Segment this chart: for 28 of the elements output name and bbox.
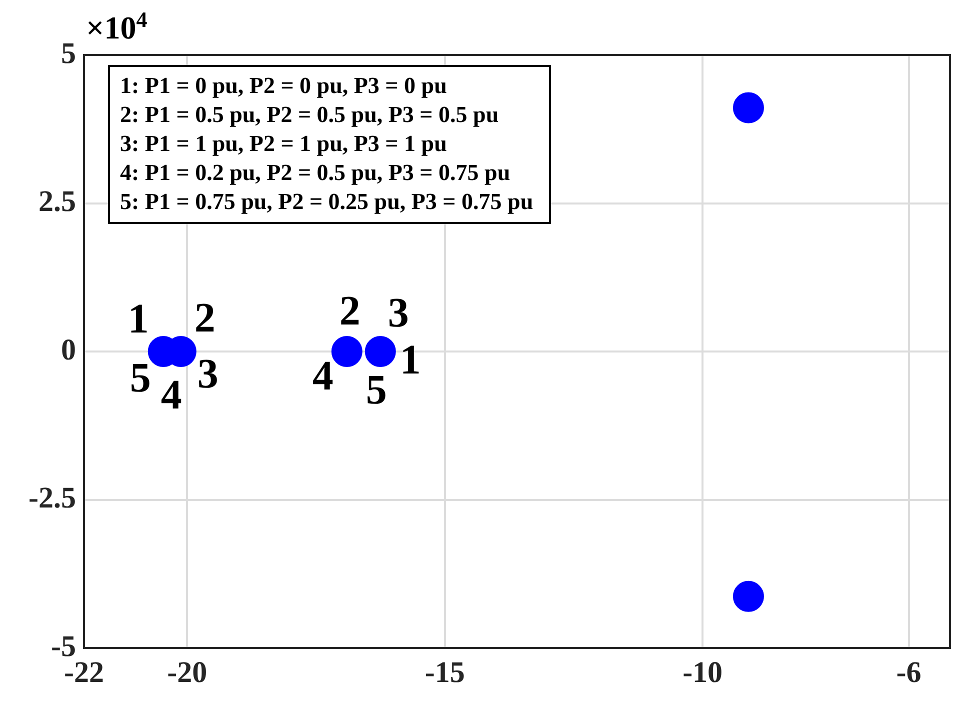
annotation: 2: P1 = 0.5 pu, P2 = 0.5 pu, P3 = 0.5 pu (120, 101, 500, 129)
annotation: 4 (312, 353, 334, 400)
point (331, 336, 362, 367)
y-axis-title: ×10$^{4}$ (86, 6, 148, 48)
annotation: 5 (130, 355, 151, 402)
y-tick-label: -2.5 (28, 482, 76, 514)
annotation: 1 (128, 296, 149, 342)
annotation: 5: P1 = 0.75 pu, P2 = 0.25 pu, P3 = 0.75 pu (120, 188, 534, 216)
annotation: 3 (388, 290, 409, 336)
x-tick-label: -6 (896, 656, 922, 689)
annotation: 2 (339, 288, 360, 334)
y-tick-label: 2.5 (38, 185, 76, 218)
annotation: 3 (197, 351, 218, 398)
annotation: 4: P1 = 0.2 pu, P2 = 0.5 pu, P3 = 0.75 pu (120, 159, 512, 187)
annotation: 1 (400, 337, 421, 384)
annotation: 5 (366, 367, 387, 414)
annotation: 1: P1 = 0 pu, P2 = 0 pu, P3 = 0 pu (120, 72, 448, 100)
y-tick-label: 0 (61, 333, 76, 366)
point (364, 336, 396, 367)
point (732, 580, 764, 612)
x-tick-label: -10 (682, 656, 723, 689)
annotation: 2 (194, 295, 216, 342)
annotation: 4 (160, 372, 182, 418)
point (732, 92, 764, 124)
annotation: 3: P1 = 1 pu, P2 = 1 pu, P3 = 1 pu (120, 130, 448, 158)
y-tick-label: 5 (61, 36, 76, 70)
x-tick-label: -15 (424, 656, 465, 689)
x-tick-label: -20 (167, 656, 208, 689)
